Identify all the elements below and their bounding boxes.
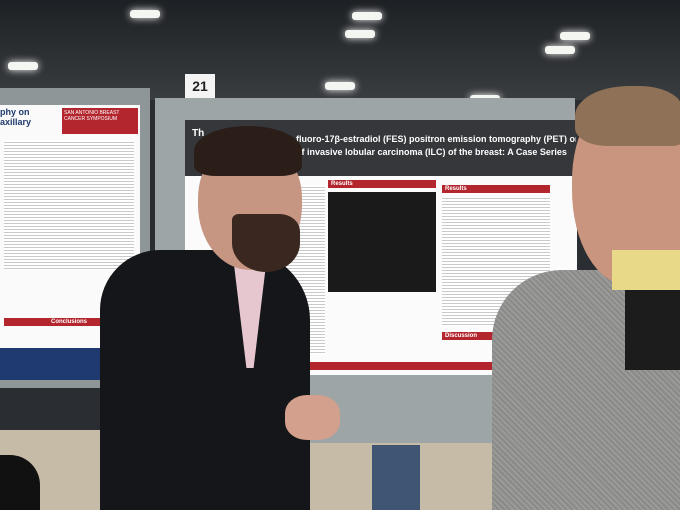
- ceiling-light: [345, 30, 375, 38]
- backpack-strap: [625, 290, 680, 370]
- scan-images: [328, 192, 436, 292]
- ceiling-light: [8, 62, 38, 70]
- title-prefix: Th: [192, 128, 205, 139]
- ceiling-light: [560, 32, 590, 40]
- ceiling-light: [545, 46, 575, 54]
- section-header: Results: [442, 185, 550, 193]
- hair: [194, 126, 302, 176]
- poster-footer: [270, 362, 550, 370]
- logo: SAN ANTONIO BREAST CANCER SYMPOSIUM: [62, 108, 138, 134]
- poster-text: [4, 140, 134, 270]
- collar: [612, 250, 680, 290]
- hair: [575, 86, 680, 146]
- booth-sign: 21: [185, 74, 215, 98]
- left-poster-title: phy on axillary: [0, 107, 32, 127]
- title-line: of invasive lobular carcinoma (ILC) of t…: [296, 147, 567, 157]
- title-line: fluoro-17β-estradiol (FES) positron emis…: [296, 134, 576, 144]
- ceiling-light: [325, 82, 355, 90]
- section-header: Results: [328, 180, 436, 188]
- legs: [372, 445, 420, 510]
- section-header: Conclusions: [4, 318, 134, 326]
- ceiling-light: [352, 12, 382, 20]
- person-suit: [100, 250, 310, 510]
- beard: [232, 214, 300, 272]
- hand: [285, 395, 340, 440]
- ceiling-light: [130, 10, 160, 18]
